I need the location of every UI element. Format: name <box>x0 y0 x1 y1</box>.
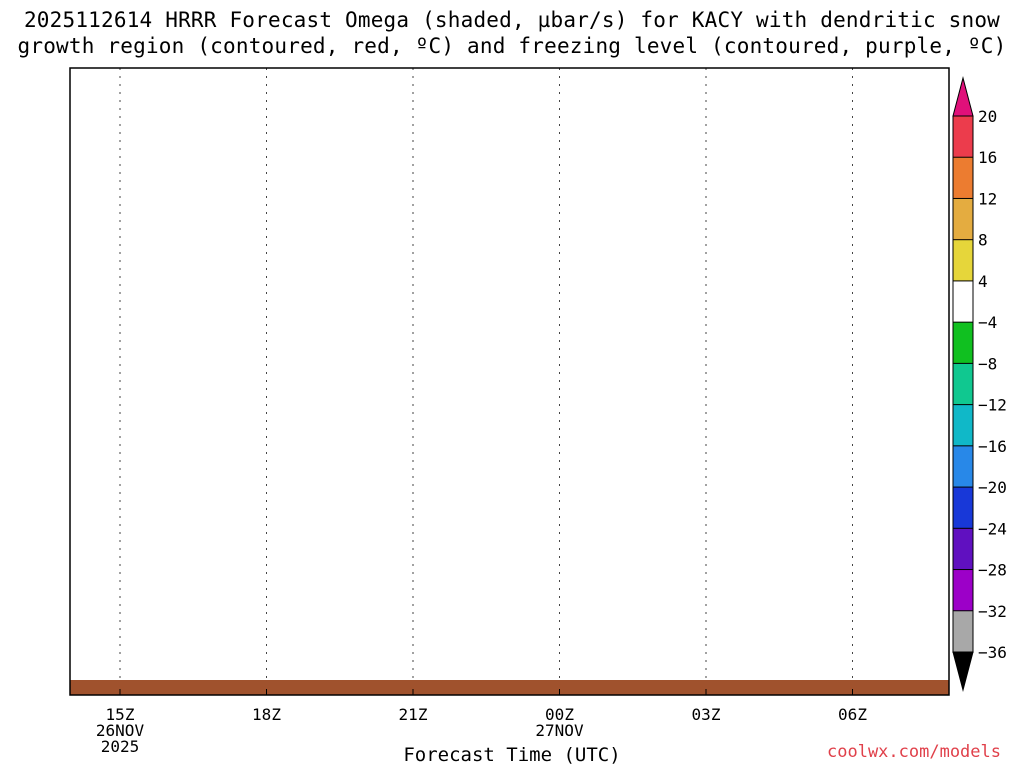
x-axis-title: Forecast Time (UTC) <box>403 744 621 766</box>
colorbar-swatch-10 <box>952 527 974 571</box>
x-tick-label-15-1: 26NOV <box>96 721 145 740</box>
colorbar-label-9: −20 <box>978 478 1007 497</box>
colorbar-swatch-11 <box>952 569 974 612</box>
colorbar-swatch-1 <box>952 156 974 200</box>
colorbar-label-1: 16 <box>978 148 997 167</box>
colorbar-label-4: 4 <box>978 272 988 291</box>
colorbar-swatch-5 <box>952 321 974 365</box>
credit-link[interactable]: coolwx.com/models <box>827 742 1001 762</box>
colorbar-swatch-2 <box>952 197 974 241</box>
colorbar-overflow-high-arrow <box>952 76 974 117</box>
colorbar-label-3: 8 <box>978 231 988 250</box>
colorbar-label-2: 12 <box>978 189 997 208</box>
chart-title-line-2: growth region (contoured, red, ºC) and f… <box>17 34 1007 58</box>
colorbar-swatch-8 <box>952 445 974 489</box>
colorbar-label-7: −12 <box>978 396 1007 415</box>
colorbar-swatch-3 <box>952 239 974 282</box>
colorbar-label-5: −4 <box>978 313 997 332</box>
plot-frame <box>69 67 950 696</box>
x-tick-label-27-0: 03Z <box>692 705 721 724</box>
colorbar-label-13: −36 <box>978 643 1007 662</box>
x-tick-label-30-0: 06Z <box>838 705 867 724</box>
colorbar-swatch-0 <box>952 115 974 159</box>
x-tick-label-15-0: 15Z <box>106 705 135 724</box>
colorbar-swatch-7 <box>952 404 974 447</box>
x-tick-label-18-0: 18Z <box>252 705 281 724</box>
colorbar-swatch-9 <box>952 486 974 530</box>
x-tick-label-24-1: 27NOV <box>535 721 584 740</box>
colorbar-swatch-4 <box>952 280 974 324</box>
colorbar-label-0: 20 <box>978 107 997 126</box>
colorbar-label-6: −8 <box>978 354 997 373</box>
colorbar-label-8: −16 <box>978 437 1007 456</box>
x-tick-label-24-0: 00Z <box>545 705 574 724</box>
x-tick-label-21-0: 21Z <box>399 705 428 724</box>
colorbar-swatch-6 <box>952 362 974 406</box>
x-tick-label-15-2: 2025 <box>101 737 140 756</box>
colorbar-overflow-low-arrow <box>952 651 974 692</box>
colorbar-label-10: −24 <box>978 519 1007 538</box>
ground-surface <box>70 680 949 695</box>
colorbar-label-12: −32 <box>978 602 1007 621</box>
colorbar-label-11: −28 <box>978 561 1007 580</box>
colorbar-swatch-12 <box>952 610 974 653</box>
chart-title-line-1: 2025112614 HRRR Forecast Omega (shaded, … <box>23 8 1001 32</box>
